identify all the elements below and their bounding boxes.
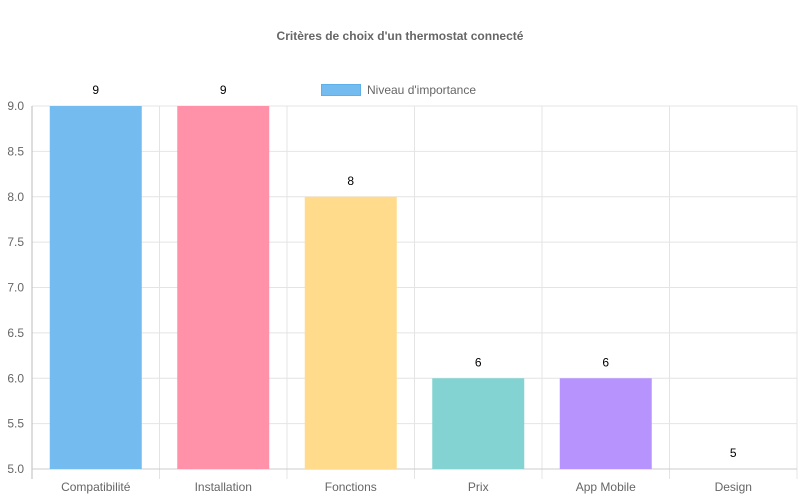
chart-title: Critères de choix d'un thermostat connec… [276, 29, 524, 43]
x-tick-label: Installation [195, 480, 252, 494]
y-tick-label: 6.0 [7, 371, 24, 385]
data-label: 5 [730, 446, 737, 460]
x-tick-label: Fonctions [325, 480, 377, 494]
data-label: 6 [475, 355, 482, 369]
bar[interactable] [304, 196, 397, 469]
bar[interactable] [432, 378, 525, 469]
x-tick-label: Prix [468, 480, 489, 494]
x-tick-label: Design [715, 480, 752, 494]
data-label: 9 [220, 83, 227, 97]
x-tick-label: Compatibilité [61, 480, 131, 494]
data-label: 9 [92, 83, 99, 97]
y-tick-label: 7.5 [7, 235, 24, 249]
data-label: 8 [347, 174, 354, 188]
y-tick-label: 9.0 [7, 99, 24, 113]
y-tick-label: 7.0 [7, 281, 24, 295]
legend[interactable]: Niveau d'importance [321, 83, 476, 97]
y-tick-label: 5.5 [7, 417, 24, 431]
bar[interactable] [559, 378, 652, 469]
legend-swatch [321, 84, 361, 96]
y-tick-label: 8.5 [7, 144, 24, 158]
y-tick-label: 8.0 [7, 190, 24, 204]
y-tick-label: 6.5 [7, 326, 24, 340]
bar[interactable] [177, 106, 270, 469]
data-label: 6 [602, 355, 609, 369]
bar[interactable] [49, 106, 142, 469]
x-tick-label: App Mobile [576, 480, 636, 494]
legend-label: Niveau d'importance [367, 83, 477, 97]
y-tick-label: 5.0 [7, 462, 24, 476]
